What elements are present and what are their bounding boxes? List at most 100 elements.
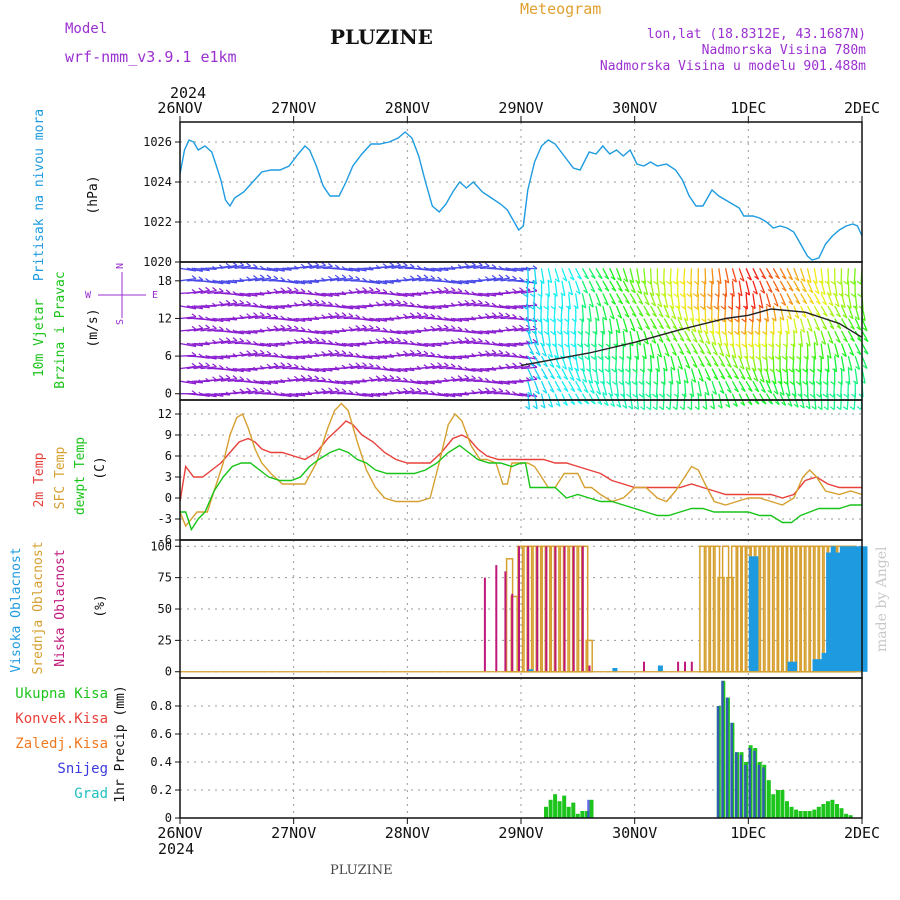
wind-arrow xyxy=(595,280,603,292)
wind-arrow xyxy=(745,368,753,381)
wind-arrow xyxy=(480,330,497,334)
temp-ylabel-2m: 2m Temp xyxy=(32,452,47,507)
wind-arrow xyxy=(350,305,367,309)
wind-arrow xyxy=(370,340,388,345)
wind-arrow-head xyxy=(775,343,781,348)
wind-arrow-head xyxy=(389,337,395,342)
wind-arrow xyxy=(834,305,842,318)
wind-arrow-head xyxy=(484,262,490,267)
wind-arrow xyxy=(275,289,292,295)
wind-arrow-head xyxy=(246,262,251,267)
wind-arrow xyxy=(248,342,265,347)
wind-arrow-head xyxy=(808,381,814,385)
wind-arrow-head xyxy=(225,337,231,342)
wind-arrow-head xyxy=(464,337,470,342)
wind-arrow-head xyxy=(437,362,442,367)
wind-arrow xyxy=(813,293,821,305)
wind-arrow-head xyxy=(540,404,546,409)
wind-arrow-head xyxy=(791,393,797,398)
wind-arrow-head xyxy=(640,406,645,411)
precip-bar-total xyxy=(839,808,844,818)
wind-arrow-head xyxy=(727,375,733,380)
wind-arrow-head xyxy=(589,390,595,394)
wind-arrow-head xyxy=(430,275,436,280)
wind-arrow-head xyxy=(348,313,354,317)
wind-arrow-head xyxy=(853,380,858,385)
wind-arrow-head xyxy=(594,317,600,322)
wind-arrow-head xyxy=(757,368,763,372)
wind-arrow xyxy=(411,315,429,320)
wind-arrow xyxy=(363,317,381,323)
wind-arrow-head xyxy=(774,355,780,360)
wind-arrow-head xyxy=(822,326,828,331)
precip-bar-total xyxy=(794,809,799,818)
wind-arrow-head xyxy=(484,350,490,355)
wind-arrow-head xyxy=(793,403,799,408)
cloud-ytick-label: 100 xyxy=(150,539,172,553)
wind-arrow xyxy=(425,365,442,370)
wind-arrow xyxy=(282,317,299,322)
wind-arrow-head xyxy=(443,324,449,329)
precip-bar-total xyxy=(553,794,558,818)
wind-arrow xyxy=(759,280,766,294)
precip-bar-snow xyxy=(730,722,733,818)
temp-line-0 xyxy=(179,420,862,502)
wind-arrow xyxy=(684,381,687,398)
wind-arrow xyxy=(186,267,203,272)
wind-arrow-head xyxy=(773,390,779,395)
wind-arrow-head xyxy=(652,313,657,318)
wind-arrow-head xyxy=(835,339,841,343)
wind-arrow-head xyxy=(585,368,591,373)
cloud-bar-low xyxy=(581,546,584,672)
wind-arrow-head xyxy=(396,299,401,304)
wind-arrow-head xyxy=(681,305,686,310)
precip-bar-total xyxy=(771,794,776,818)
wind-arrow xyxy=(649,356,653,372)
wind-arrow-head xyxy=(478,376,483,381)
wind-arrow xyxy=(473,390,490,395)
precip-bar-total xyxy=(566,806,571,818)
wind-arrow xyxy=(309,302,326,307)
wind-arrow-head xyxy=(706,351,712,355)
wind-arrow xyxy=(690,381,695,397)
wind-arrow-head xyxy=(805,342,811,347)
wind-arrow xyxy=(227,330,244,335)
wind-arrow xyxy=(336,305,354,310)
wind-arrow-head xyxy=(737,292,743,297)
wind-arrow xyxy=(507,364,524,370)
wind-arrow-head xyxy=(653,280,658,285)
wind-arrow-head xyxy=(512,352,517,357)
wind-arrow xyxy=(479,390,497,395)
wind-arrow-head xyxy=(403,300,408,305)
temp-ytick-label: 0 xyxy=(165,491,172,505)
bottom-date-label: 2DEC xyxy=(844,824,880,842)
wind-arrow xyxy=(411,342,429,348)
wind-arrow xyxy=(261,305,278,310)
wind-arrow xyxy=(684,368,689,384)
wind-arrow-head xyxy=(838,293,844,298)
wind-arrow xyxy=(793,318,798,334)
wind-arrow xyxy=(602,280,610,292)
precip-bar-snow xyxy=(721,680,724,818)
wind-arrow-head xyxy=(689,317,694,322)
precip-bar-total xyxy=(580,811,585,818)
wind-arrow xyxy=(486,342,503,347)
wind-arrow xyxy=(493,342,510,348)
wind-arrow xyxy=(248,380,265,385)
wind-arrow-head xyxy=(300,300,306,305)
cloud-bar-low xyxy=(495,565,498,672)
wind-arrow xyxy=(527,393,531,410)
wind-arrow-head xyxy=(314,375,320,380)
wind-arrow-head xyxy=(341,388,347,393)
wind-arrow-head xyxy=(512,362,517,367)
wind-arrow-head xyxy=(710,405,715,410)
wind-arrow xyxy=(786,268,794,281)
wind-arrow xyxy=(711,343,718,356)
wind-arrow-head xyxy=(532,375,538,380)
wind-arrow-head xyxy=(836,393,842,398)
precip-bar-snow xyxy=(744,764,747,818)
pressure-ytick-label: 1024 xyxy=(143,175,172,189)
wind-arrow xyxy=(847,318,855,330)
wind-arrow-head xyxy=(637,326,643,331)
